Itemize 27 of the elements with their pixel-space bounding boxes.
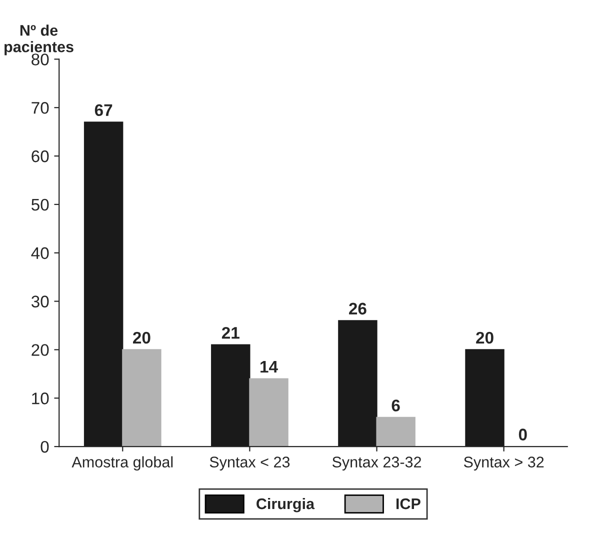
data-label: 0: [518, 428, 527, 440]
y-tick-label: 10: [32, 392, 49, 404]
legend-label: ICP: [396, 498, 420, 510]
y-tick-label: 0: [40, 440, 49, 453]
y-tick-label: 70: [32, 102, 49, 114]
data-label: 20: [476, 332, 494, 344]
legend-label: Cirurgia: [256, 498, 315, 512]
x-tick-label: Syntax 23-32: [332, 456, 422, 471]
bar: [249, 378, 288, 447]
data-label: 26: [349, 302, 366, 315]
data-label: 67: [94, 104, 112, 116]
bar: [122, 349, 162, 447]
y-tick-label: 40: [31, 247, 49, 260]
y-tick-label: 50: [32, 198, 49, 211]
data-label: 14: [260, 361, 278, 373]
data-label: 21: [222, 326, 240, 339]
y-tick-label: 60: [32, 150, 49, 162]
bar: [376, 416, 416, 447]
y-tick-label: 20: [32, 344, 49, 356]
y-tick-label: 80: [32, 54, 49, 66]
x-tick-label: Amostra global: [72, 456, 173, 471]
y-axis-title: Nº de pacientes: [4, 24, 74, 56]
data-label: 6: [392, 400, 400, 412]
x-tick-label: Syntax < 23: [210, 456, 290, 471]
y-tick-label: 30: [31, 296, 49, 308]
data-label: 20: [133, 332, 150, 344]
x-tick-label: Syntax > 32: [464, 456, 544, 471]
